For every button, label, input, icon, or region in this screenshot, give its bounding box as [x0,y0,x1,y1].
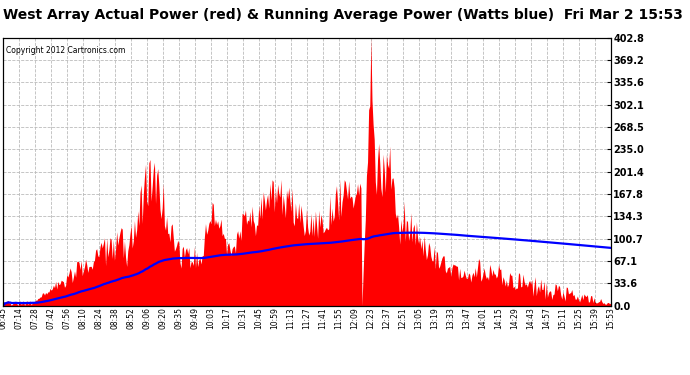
Text: Copyright 2012 Cartronics.com: Copyright 2012 Cartronics.com [6,45,126,54]
Text: West Array Actual Power (red) & Running Average Power (Watts blue)  Fri Mar 2 15: West Array Actual Power (red) & Running … [3,8,683,22]
